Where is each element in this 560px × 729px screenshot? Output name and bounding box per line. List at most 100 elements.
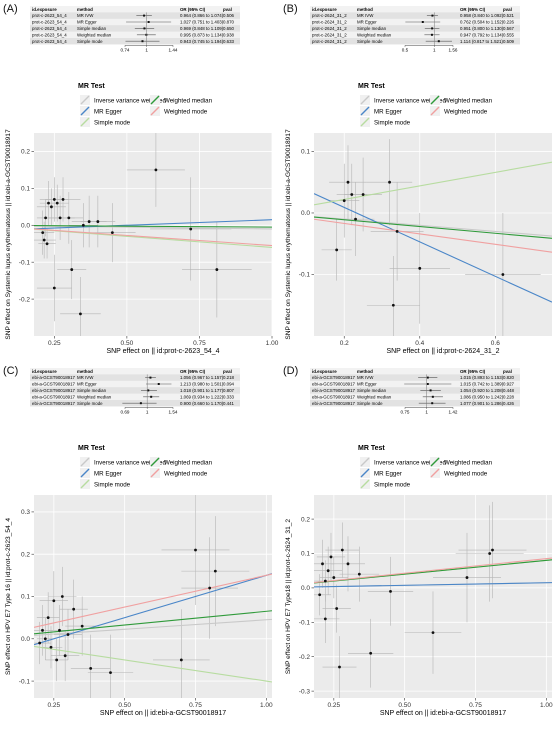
legend-item-d: Inverse variance weighted xyxy=(374,460,446,467)
legend-item-b: Simple mode xyxy=(374,120,411,127)
table-row-bg-b xyxy=(310,12,520,19)
panel-c: (C) id.exposure method OR (95% CI) pval ebi-a… xyxy=(0,362,280,724)
legend-key-line-c xyxy=(80,468,90,478)
forest-tick-label-a: 1.44 xyxy=(169,47,178,52)
data-point-a xyxy=(215,268,219,271)
legend-key-line-a xyxy=(150,106,160,116)
table-header-pval-d: pval xyxy=(503,369,512,374)
data-point-a xyxy=(52,286,56,290)
x-tick-label-b: 0.4 xyxy=(415,340,424,347)
y-tick-label-a: 0.2 xyxy=(21,149,30,156)
forest-point-a xyxy=(147,21,150,23)
table-row-bg-d xyxy=(310,374,520,381)
data-point-a xyxy=(96,220,100,223)
data-point-b xyxy=(350,193,354,196)
table-cell-or-d: 1.015 (0.742 to 1.389) xyxy=(460,382,504,387)
y-tick-label-d: -0.2 xyxy=(299,654,311,661)
plot-background-b xyxy=(314,133,552,336)
panel-d: (D) id.exposure method OR (95% CI) pval ebi-a… xyxy=(280,362,560,724)
table-cell-id-d: ebi-a-GCST90018917 xyxy=(312,375,356,380)
table-cell-pval-b: 0.509 xyxy=(503,39,515,44)
table-cell-method-c: Simple median xyxy=(77,388,107,393)
data-point-d xyxy=(321,562,324,566)
y-tick-label-c: 0.1 xyxy=(21,594,30,601)
y-tick-label-a: 0.0 xyxy=(21,222,30,229)
table-header-method-c: method xyxy=(77,369,93,374)
table-cell-or-d: 1.054 (0.920 to 1.208) xyxy=(460,388,504,393)
legend-key-line-c xyxy=(80,457,90,467)
table-row-bg-a xyxy=(30,12,240,19)
data-point-a xyxy=(50,205,53,209)
data-point-b xyxy=(361,193,365,196)
regression-line-b xyxy=(314,193,552,303)
regression-line-b xyxy=(314,216,552,237)
y-axis-title-c: SNP effect on HPV E7 Type 16 || id:prot-… xyxy=(5,518,12,675)
legend-item-d: Weighted mode xyxy=(444,471,488,478)
y-tick-label-c: 0.3 xyxy=(21,509,30,516)
regression-line-b xyxy=(314,216,552,239)
table-header-or-d: OR (95% CI) xyxy=(460,369,486,374)
y-tick-label-a: -0.1 xyxy=(19,259,31,266)
table-cell-or-b: 0.958 (0.840 to 1.092) xyxy=(460,13,504,18)
y-axis-title-b: SNP effect on Systemic lupus erythematos… xyxy=(285,129,292,340)
x-tick-label-a: 0.50 xyxy=(121,340,134,347)
table-cell-method-a: MR IVW xyxy=(77,13,94,18)
data-point-d xyxy=(488,552,492,555)
data-point-a xyxy=(154,168,158,172)
x-axis-title-d: SNP effect on || id:ebi-a-GCST90018917 xyxy=(380,710,506,717)
data-point-a xyxy=(189,227,193,231)
data-point-d xyxy=(338,665,341,669)
legend-key-line-a xyxy=(80,106,90,116)
y-tick-label-b: -0.1 xyxy=(299,272,311,279)
legend-item-b: MR Egger xyxy=(374,109,402,116)
table-cell-pval-b: 0.555 xyxy=(503,32,515,37)
y-tick-label-a: 0.1 xyxy=(21,186,30,193)
data-point-b xyxy=(335,248,339,252)
data-point-a xyxy=(44,216,48,220)
table-row-bg-c xyxy=(30,374,240,381)
plot-content-d xyxy=(314,501,552,698)
data-point-a xyxy=(61,198,65,201)
table-row-bg-b xyxy=(310,25,520,32)
data-point-d xyxy=(318,593,322,597)
legend-key-line-b xyxy=(430,106,440,116)
table-cell-pval-a: 0.870 xyxy=(223,20,235,25)
table-header-or-c: OR (95% CI) xyxy=(180,369,206,374)
regression-line-c xyxy=(34,610,272,635)
data-point-c xyxy=(38,641,42,645)
table-cell-method-a: MR Egger xyxy=(77,20,97,25)
table-cell-method-a: Simple mode xyxy=(77,39,103,44)
data-point-d xyxy=(346,562,350,566)
data-point-a xyxy=(47,201,50,205)
table-cell-pval-c: 0.218 xyxy=(223,375,235,380)
regression-line-b xyxy=(314,218,552,253)
y-tick-label-b: 0.1 xyxy=(301,149,310,156)
legend-title-d: MR Test xyxy=(358,445,385,452)
table-cell-id-c: ebi-a-GCST90018917 xyxy=(32,394,76,399)
data-point-d xyxy=(389,589,392,593)
table-cell-id-b: prot-c-2624_31_2 xyxy=(312,32,347,37)
data-point-d xyxy=(323,579,327,583)
table-row-bg-c xyxy=(30,387,240,394)
data-point-c xyxy=(46,616,50,620)
data-point-b xyxy=(354,217,357,221)
forest-tick-label-b: 1 xyxy=(433,47,436,52)
forest-point-a xyxy=(143,27,146,30)
table-cell-pval-c: 0.807 xyxy=(223,388,235,393)
table-cell-pval-a: 0.938 xyxy=(223,32,235,37)
table-header-method-b: method xyxy=(357,7,373,12)
table-cell-pval-a: 0.633 xyxy=(223,39,235,44)
forest-point-d xyxy=(429,389,432,392)
table-cell-id-c: ebi-a-GCST90018917 xyxy=(32,388,76,393)
table-cell-method-d: MR Egger xyxy=(357,382,377,387)
table-cell-pval-d: 0.426 xyxy=(503,401,515,406)
table-header-method-a: method xyxy=(77,7,93,12)
x-tick-label-d: 0.50 xyxy=(398,702,411,709)
table-cell-id-a: prot-c-2623_54_4 xyxy=(32,13,67,18)
table-cell-or-c: 1.056 (0.967 to 1.157) xyxy=(180,375,224,380)
forest-tick-label-a: 0.74 xyxy=(121,47,130,52)
table-cell-method-a: Weighted median xyxy=(77,32,112,37)
x-axis-title-c: SNP effect on || id:ebi-a-GCST90018917 xyxy=(100,710,226,717)
data-point-c xyxy=(58,628,61,632)
y-axis-title-d: SNP effect on HPV E7 Type18 || id:prot-c… xyxy=(285,519,292,675)
